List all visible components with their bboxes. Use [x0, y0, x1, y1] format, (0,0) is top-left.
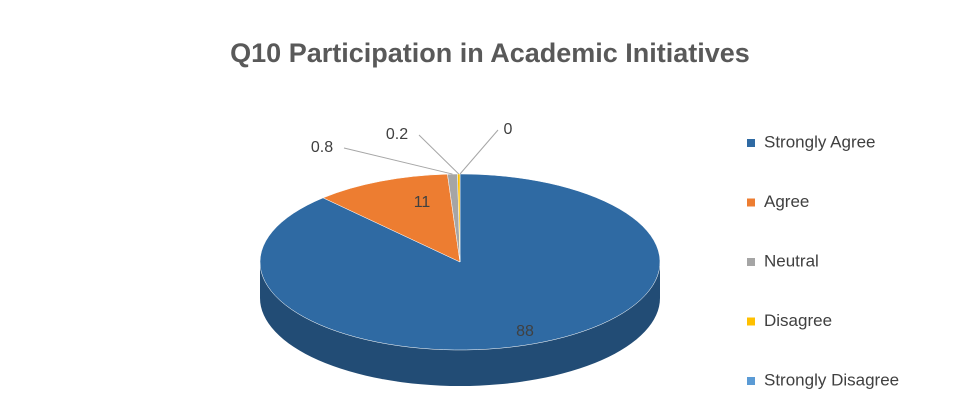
slice-side	[260, 262, 660, 386]
slice	[259, 173, 661, 351]
legend-swatch	[747, 258, 755, 266]
legend-label: Strongly Disagree	[764, 370, 899, 389]
leader-line	[343, 147, 453, 175]
legend-swatch	[747, 198, 755, 207]
legend-swatch	[747, 317, 755, 326]
legend-label: Disagree	[764, 311, 832, 330]
slice	[457, 173, 461, 263]
legend-label: Strongly Agree	[764, 132, 876, 151]
data-label: 0.8	[311, 139, 333, 156]
slice	[322, 173, 461, 263]
legend-label: Agree	[764, 192, 809, 211]
legend-swatch	[747, 139, 755, 147]
legend-swatch	[747, 377, 755, 385]
legend-label: Neutral	[764, 251, 819, 270]
data-label: 88	[516, 323, 534, 340]
leader-line	[418, 134, 460, 175]
data-label: 0.2	[386, 126, 408, 143]
data-label: 11	[414, 194, 431, 211]
leader-line	[459, 129, 499, 175]
data-label: 0	[504, 121, 513, 138]
chart-title: Q10 Participation in Academic Initiative…	[230, 38, 750, 68]
